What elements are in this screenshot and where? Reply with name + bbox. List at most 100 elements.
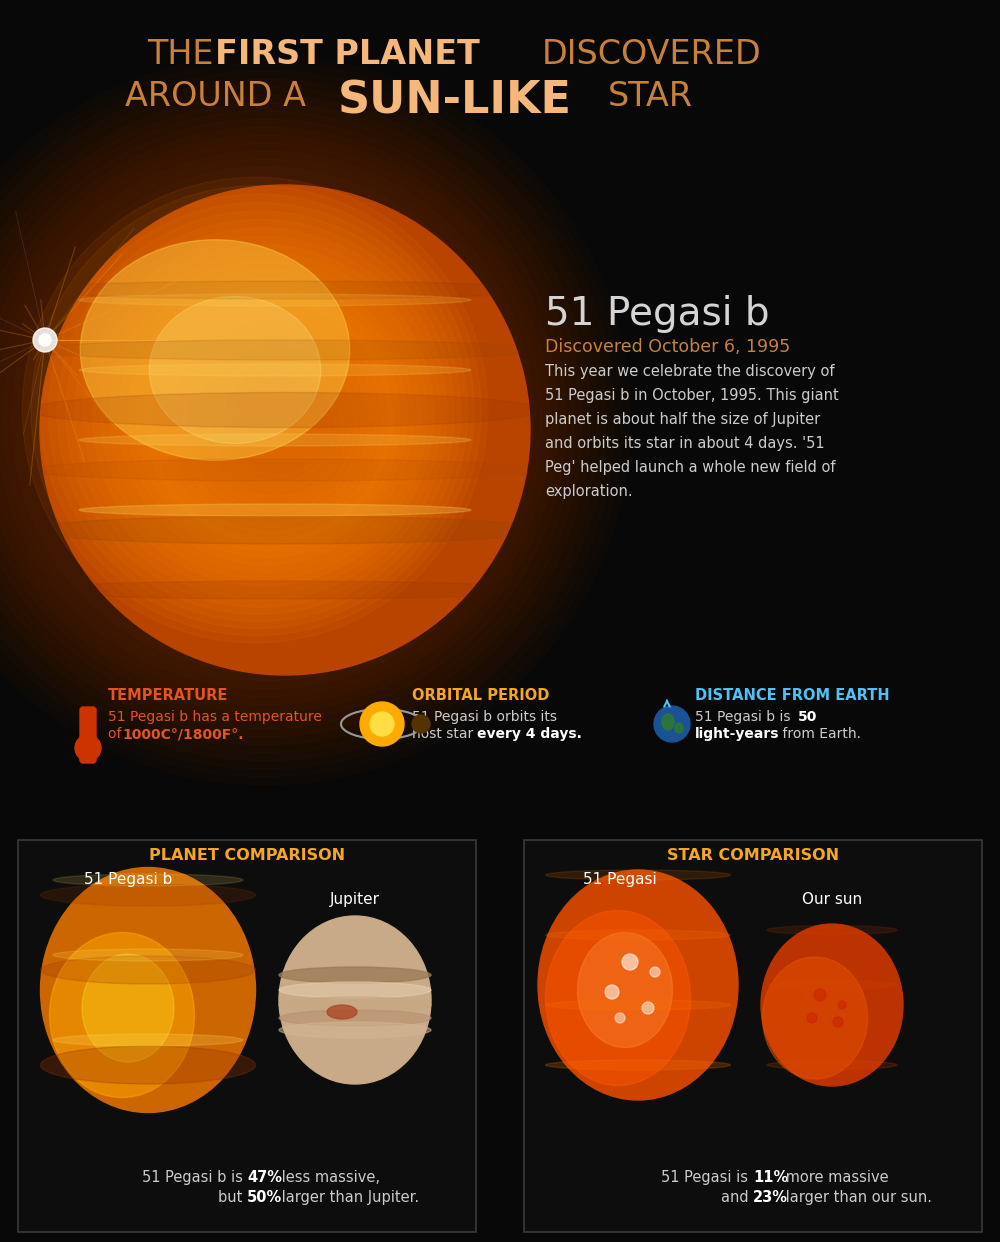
Ellipse shape: [28, 515, 542, 544]
Circle shape: [39, 334, 51, 347]
Text: DISTANCE FROM EARTH: DISTANCE FROM EARTH: [695, 688, 890, 703]
Ellipse shape: [28, 340, 542, 360]
Ellipse shape: [546, 930, 730, 940]
Ellipse shape: [79, 433, 471, 446]
Text: host star: host star: [412, 727, 478, 741]
Text: 51 Pegasi b has a temperature: 51 Pegasi b has a temperature: [108, 710, 322, 724]
Ellipse shape: [53, 949, 243, 961]
Text: FIRST PLANET: FIRST PLANET: [215, 39, 480, 71]
Text: This year we celebrate the discovery of
51 Pegasi b in October, 1995. This giant: This year we celebrate the discovery of …: [545, 364, 839, 499]
Ellipse shape: [767, 1061, 897, 1069]
Circle shape: [57, 211, 461, 615]
Circle shape: [814, 989, 826, 1001]
Circle shape: [145, 296, 393, 544]
Text: every 4 days.: every 4 days.: [477, 727, 582, 741]
Circle shape: [40, 185, 530, 674]
Circle shape: [215, 363, 339, 487]
Ellipse shape: [767, 925, 897, 934]
Circle shape: [224, 371, 332, 479]
Ellipse shape: [279, 982, 431, 999]
Ellipse shape: [28, 581, 542, 599]
Text: 47%: 47%: [247, 1170, 282, 1185]
Text: SUN-LIKE: SUN-LIKE: [338, 79, 572, 123]
Ellipse shape: [28, 392, 542, 427]
Ellipse shape: [279, 1022, 431, 1038]
Circle shape: [154, 303, 386, 537]
Circle shape: [189, 338, 359, 508]
Circle shape: [66, 220, 454, 607]
Ellipse shape: [538, 869, 738, 1100]
Text: of: of: [108, 727, 126, 741]
Text: THE: THE: [147, 39, 214, 71]
Text: 51 Pegasi b is: 51 Pegasi b is: [142, 1170, 247, 1185]
Ellipse shape: [279, 1010, 431, 1026]
Text: 1000C°/1800F°.: 1000C°/1800F°.: [122, 727, 244, 741]
Circle shape: [136, 287, 400, 550]
Ellipse shape: [662, 714, 674, 730]
Circle shape: [110, 262, 420, 571]
Circle shape: [838, 1001, 846, 1009]
Text: 50%: 50%: [247, 1190, 282, 1205]
Text: 23%: 23%: [753, 1190, 788, 1205]
Ellipse shape: [279, 917, 431, 1084]
Text: 51 Pegasi b is: 51 Pegasi b is: [695, 710, 795, 724]
Text: STAR: STAR: [608, 79, 693, 113]
Ellipse shape: [763, 958, 868, 1079]
Ellipse shape: [546, 910, 690, 1086]
Circle shape: [75, 735, 101, 761]
Text: STAR COMPARISON: STAR COMPARISON: [667, 848, 839, 863]
Circle shape: [250, 396, 312, 458]
Ellipse shape: [546, 869, 730, 881]
Circle shape: [101, 253, 427, 579]
Text: 51 Pegasi b orbits its: 51 Pegasi b orbits its: [412, 710, 557, 724]
Circle shape: [412, 715, 430, 733]
Text: 11%: 11%: [753, 1170, 788, 1185]
Ellipse shape: [79, 364, 471, 376]
Text: TEMPERATURE: TEMPERATURE: [108, 688, 228, 703]
Text: larger than Jupiter.: larger than Jupiter.: [277, 1190, 419, 1205]
Circle shape: [642, 1002, 654, 1013]
Circle shape: [206, 354, 346, 494]
FancyBboxPatch shape: [18, 840, 476, 1232]
Ellipse shape: [28, 460, 542, 481]
Circle shape: [833, 1017, 843, 1027]
Circle shape: [360, 702, 404, 746]
Ellipse shape: [40, 1046, 256, 1084]
Circle shape: [807, 1013, 817, 1023]
Circle shape: [92, 245, 434, 586]
Circle shape: [654, 705, 690, 741]
Ellipse shape: [279, 997, 431, 1013]
Text: more massive: more massive: [781, 1170, 889, 1185]
Text: from Earth.: from Earth.: [778, 727, 861, 741]
Ellipse shape: [578, 933, 672, 1047]
Ellipse shape: [79, 294, 471, 306]
FancyBboxPatch shape: [524, 840, 982, 1232]
Ellipse shape: [546, 1059, 730, 1071]
Text: light-years: light-years: [695, 727, 780, 741]
Circle shape: [119, 270, 413, 565]
Circle shape: [241, 388, 319, 466]
Circle shape: [33, 328, 57, 351]
Circle shape: [49, 202, 467, 621]
Text: Our sun: Our sun: [802, 892, 862, 907]
Text: and: and: [721, 1190, 753, 1205]
Ellipse shape: [279, 968, 431, 982]
Text: 51 Pegasi b: 51 Pegasi b: [84, 872, 172, 887]
Ellipse shape: [80, 240, 350, 461]
Ellipse shape: [149, 297, 321, 443]
Ellipse shape: [40, 867, 256, 1113]
Text: 51 Pegasi b: 51 Pegasi b: [545, 296, 770, 333]
Circle shape: [127, 278, 407, 558]
Circle shape: [650, 968, 660, 977]
Circle shape: [75, 227, 447, 600]
Text: Discovered October 6, 1995: Discovered October 6, 1995: [545, 338, 790, 356]
Text: ORBITAL PERIOD: ORBITAL PERIOD: [412, 688, 549, 703]
Ellipse shape: [82, 954, 174, 1062]
Circle shape: [40, 194, 474, 628]
Ellipse shape: [28, 281, 542, 299]
Text: 50: 50: [798, 710, 817, 724]
Ellipse shape: [50, 933, 194, 1098]
Text: Jupiter: Jupiter: [330, 892, 380, 907]
Ellipse shape: [53, 1035, 243, 1046]
Circle shape: [31, 185, 481, 636]
